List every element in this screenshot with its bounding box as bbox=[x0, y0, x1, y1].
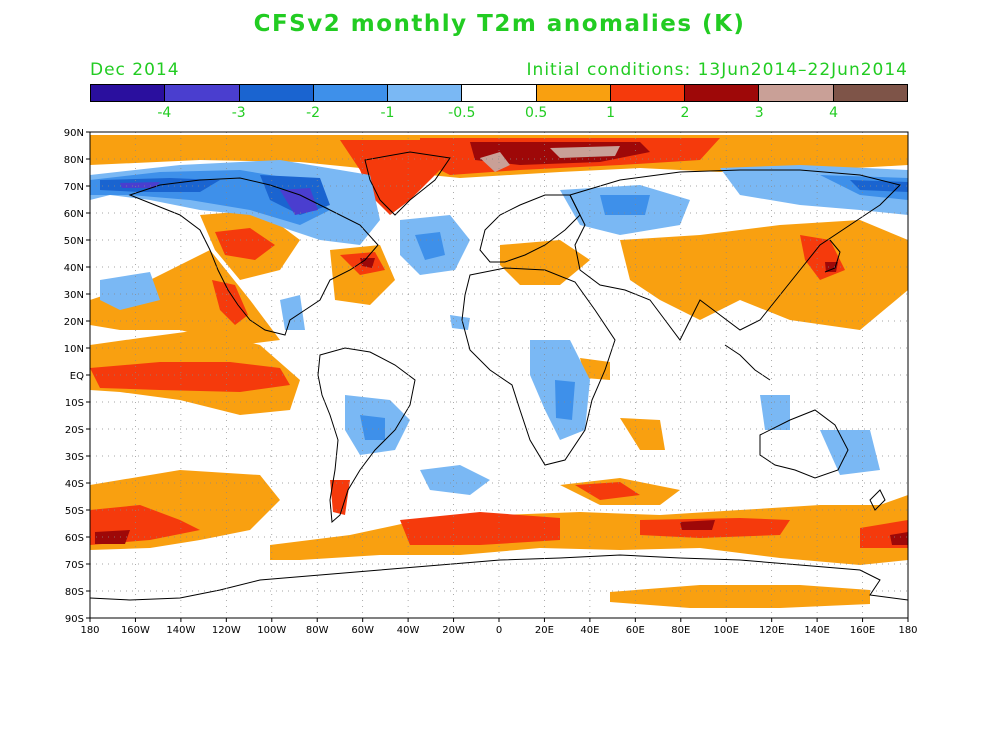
lat-label: 20N bbox=[64, 317, 84, 328]
lat-label: 40N bbox=[64, 263, 84, 274]
colorbar-label: 4 bbox=[829, 105, 839, 121]
lon-label: 160E bbox=[850, 625, 875, 636]
lat-label: 10S bbox=[65, 398, 84, 409]
colorbar-segment bbox=[610, 85, 686, 101]
colorbar-segment bbox=[462, 85, 537, 101]
lon-label: 0 bbox=[496, 625, 502, 636]
lat-label: 70N bbox=[64, 182, 84, 193]
lat-label: 60S bbox=[65, 533, 84, 544]
lon-label: 80W bbox=[306, 625, 329, 636]
colorbar-segment bbox=[239, 85, 314, 101]
lat-label: 80N bbox=[64, 155, 84, 166]
lat-label: 40S bbox=[65, 479, 84, 490]
lat-label: 10N bbox=[64, 344, 84, 355]
latitude-axis: 90N 80N 70N 60N 50N 40N 30N 20N 10N EQ 10S 20S 30S 40… bbox=[64, 128, 90, 625]
colorbar-segment bbox=[759, 85, 834, 101]
colorbar-label: -3 bbox=[231, 105, 246, 121]
lon-label: 60W bbox=[351, 625, 374, 636]
lat-label: 80S bbox=[65, 587, 84, 598]
lon-label: 120W bbox=[212, 625, 241, 636]
lon-label: 180 bbox=[80, 625, 99, 636]
lat-label: 50N bbox=[64, 236, 84, 247]
lat-label: 20S bbox=[65, 425, 84, 436]
lat-label: 70S bbox=[65, 560, 84, 571]
lon-label: 160W bbox=[121, 625, 150, 636]
forecast-period: Dec 2014 bbox=[90, 60, 180, 80]
colorbar-label: 1 bbox=[606, 105, 615, 121]
longitude-axis: 180 160W 140W 120W 100W 80W 60W 40W 20W 0 20E 40E 60… bbox=[80, 618, 918, 636]
colorbar-segment bbox=[91, 85, 166, 101]
lat-label: EQ bbox=[70, 371, 84, 382]
lat-label: 90N bbox=[64, 128, 84, 139]
initial-conditions: Initial conditions: 13Jun2014–22Jun2014 bbox=[526, 60, 908, 80]
lon-label: 140E bbox=[804, 625, 829, 636]
colorbar-segment bbox=[833, 85, 907, 101]
lon-label: 140W bbox=[166, 625, 195, 636]
lon-label: 80E bbox=[671, 625, 690, 636]
colorbar-label: -0.5 bbox=[448, 105, 476, 121]
lon-label: 100W bbox=[257, 625, 286, 636]
colorbar-segment bbox=[388, 85, 463, 101]
colorbar-label: -2 bbox=[306, 105, 321, 121]
lon-label: 60E bbox=[626, 625, 645, 636]
map-title: CFSv2 monthly T2m anomalies (K) bbox=[253, 11, 746, 37]
lon-label: 20E bbox=[535, 625, 554, 636]
colorbar-label: 2 bbox=[680, 105, 690, 121]
colorbar-label: 0.5 bbox=[525, 105, 548, 121]
lon-label: 20W bbox=[442, 625, 465, 636]
lon-label: 180 bbox=[898, 625, 917, 636]
colorbar-segment bbox=[165, 85, 240, 101]
colorbar-label: 3 bbox=[754, 105, 764, 121]
lon-label: 100E bbox=[714, 625, 739, 636]
lat-label: 30N bbox=[64, 290, 84, 301]
lon-label: 120E bbox=[759, 625, 784, 636]
lon-label: 40E bbox=[580, 625, 599, 636]
lat-label: 60N bbox=[64, 209, 84, 220]
lat-label: 90S bbox=[65, 614, 84, 625]
colorbar-segment bbox=[536, 85, 611, 101]
colorbar bbox=[90, 84, 908, 102]
lat-label: 30S bbox=[65, 452, 84, 463]
lon-label: 40W bbox=[397, 625, 420, 636]
colorbar-label: -1 bbox=[380, 105, 395, 121]
colorbar-label: -4 bbox=[157, 105, 172, 121]
colorbar-segment bbox=[313, 85, 389, 101]
lat-label: 50S bbox=[65, 506, 84, 517]
colorbar-segment bbox=[685, 85, 760, 101]
lat-lon-grid bbox=[90, 132, 908, 618]
